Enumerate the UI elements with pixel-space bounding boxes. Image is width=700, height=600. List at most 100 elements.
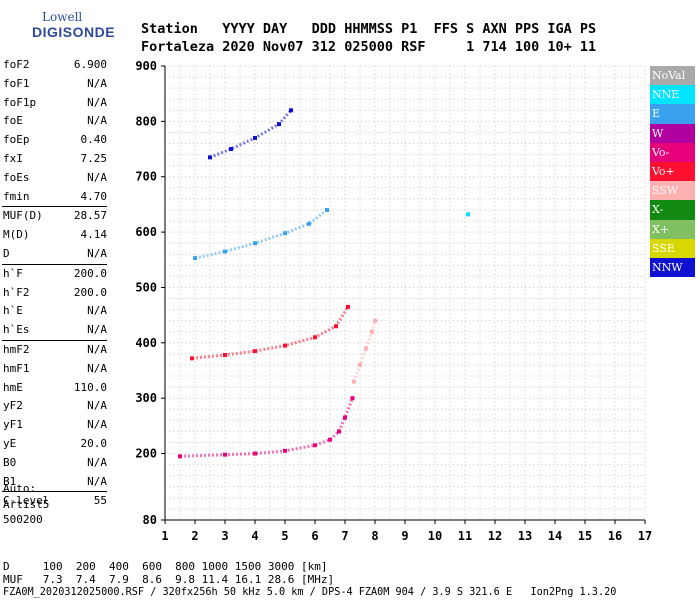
x-tick-label: 7 — [341, 529, 348, 543]
x-tick-label: 11 — [458, 529, 472, 543]
legend-entry: X+ — [650, 219, 695, 239]
trace-point — [364, 346, 368, 351]
param-row: D N/A — [0, 245, 133, 264]
autoscaling-info: Auto: Artist5 500200 — [3, 481, 49, 528]
footer-line3: FZA0M_2020312025000.RSF / 320fx256h 50 k… — [3, 587, 617, 598]
legend-entry: Vo+ — [650, 161, 695, 182]
y-tick-label: 800 — [135, 114, 157, 128]
header-line2: Fortaleza 2020 Nov07 312 025000 RSF 1 71… — [141, 39, 597, 55]
trace-point — [466, 212, 470, 217]
x-tick-label: 14 — [548, 529, 562, 543]
param-label: foF2 — [3, 58, 30, 71]
param-row: hmF2 N/A — [0, 341, 133, 360]
trace-band — [191, 306, 350, 360]
y-tick-label: 500 — [135, 280, 157, 294]
legend-entry: E — [650, 104, 695, 124]
param-label: fxI — [3, 151, 23, 165]
param-row: foE N/A — [0, 112, 133, 131]
y-tick-label: 400 — [135, 336, 157, 350]
chart-grid — [164, 65, 646, 520]
param-label: yE — [3, 436, 17, 450]
param-row: h`E N/A — [0, 302, 133, 321]
param-separator — [2, 263, 107, 265]
x-tick-label: 4 — [251, 529, 258, 543]
x-tick-label: 12 — [488, 529, 502, 543]
trace-point — [178, 454, 182, 459]
param-row: h`Es N/A — [0, 321, 133, 340]
param-separator — [2, 339, 107, 341]
x-tick-label: 17 — [638, 529, 652, 543]
y-tick-label: 300 — [135, 391, 157, 405]
param-value: 200.0 — [73, 266, 107, 280]
param-label: hmF1 — [3, 361, 30, 375]
y-tick-label: 80 — [143, 513, 157, 527]
param-row: M(D) 4.14 — [0, 226, 133, 245]
param-value: 200.0 — [73, 285, 107, 299]
param-value: N/A — [87, 361, 107, 375]
chart-axes: 1 2 3 4 5 6 7 8 9 10 11 12 13 14 15 16 17802003004005006… — [135, 59, 652, 543]
logo-line1: Lowell — [42, 10, 83, 24]
param-label: h`Es — [3, 323, 30, 337]
x-tick-label: 15 — [578, 529, 592, 543]
param-row: fmin 4.70 — [0, 188, 133, 207]
auto-line3: 500200 — [3, 513, 43, 526]
param-row: C-level 55 — [0, 492, 133, 511]
param-row: hmE 110.0 — [0, 379, 133, 398]
param-row: B1 N/A — [0, 473, 133, 492]
parameter-list: foF2 6.900 foF1 N/A foF1p N/A foE N/A foEp 0.40 fx… — [0, 56, 133, 511]
trace-band — [179, 397, 354, 458]
param-value: 0.40 — [80, 133, 108, 147]
param-label: hmE — [3, 380, 23, 394]
param-row: foF1p N/A — [0, 94, 133, 113]
param-value: N/A — [87, 399, 107, 413]
param-row: fxI 7.25 — [0, 150, 133, 169]
legend-entry: NNE — [650, 85, 695, 105]
param-value: N/A — [87, 76, 107, 90]
param-row: foF1 N/A — [0, 75, 133, 94]
param-label: B0 — [3, 455, 17, 469]
param-label: foF1p — [3, 95, 37, 109]
legend-entry: X- — [650, 200, 695, 220]
trace-point — [337, 429, 341, 434]
param-value: 4.70 — [80, 189, 108, 203]
param-label: foEp — [3, 133, 30, 147]
trace-point — [190, 356, 194, 361]
legend-entry: NoVal — [650, 66, 695, 86]
param-separator — [2, 206, 107, 208]
param-value: N/A — [87, 114, 107, 128]
chart-points — [178, 108, 470, 459]
trace-point — [313, 443, 317, 448]
param-row: B0 N/A — [0, 454, 133, 473]
x-tick-label: 3 — [221, 529, 228, 543]
polarization-legend: NoVal NNE E W Vo- Vo+ SSW X- X+ SSE NNW — [650, 66, 695, 278]
param-value: N/A — [87, 342, 107, 356]
trace-point — [253, 349, 257, 354]
auto-line2: Artist5 — [3, 497, 50, 511]
param-value: N/A — [87, 418, 107, 432]
param-row: foEs N/A — [0, 169, 133, 188]
trace-point — [253, 451, 257, 456]
footer-line2: MUF 7.3 7.4 7.9 8.6 9.8 11.4 16.1 28.6 [… — [3, 573, 335, 586]
trace-point — [343, 415, 347, 420]
trace-point — [223, 249, 227, 254]
param-label: D — [3, 246, 10, 260]
param-row: foEp 0.40 — [0, 131, 133, 150]
y-tick-label: 900 — [135, 59, 157, 73]
param-row: yF1 N/A — [0, 416, 133, 435]
x-tick-label: 2 — [191, 529, 198, 543]
x-tick-label: 16 — [608, 529, 622, 543]
param-label: C-level — [3, 494, 50, 508]
param-row: MUF(D) 28.57 — [0, 207, 133, 226]
param-value: 6.900 — [73, 58, 107, 71]
param-row: foF2 6.900 — [0, 56, 133, 75]
trace-point — [325, 207, 329, 212]
param-value: N/A — [87, 95, 107, 109]
param-value: N/A — [87, 455, 107, 469]
trace-point — [346, 304, 350, 309]
footer-line1: D 100 200 400 600 800 1000 1500 3000 [km… — [3, 560, 328, 573]
param-label: h`F — [3, 266, 23, 280]
x-tick-label: 6 — [311, 529, 318, 543]
footer-info: D 100 200 400 600 800 1000 1500 3000 [km… — [3, 560, 616, 599]
param-row: h`F2 200.0 — [0, 284, 133, 303]
